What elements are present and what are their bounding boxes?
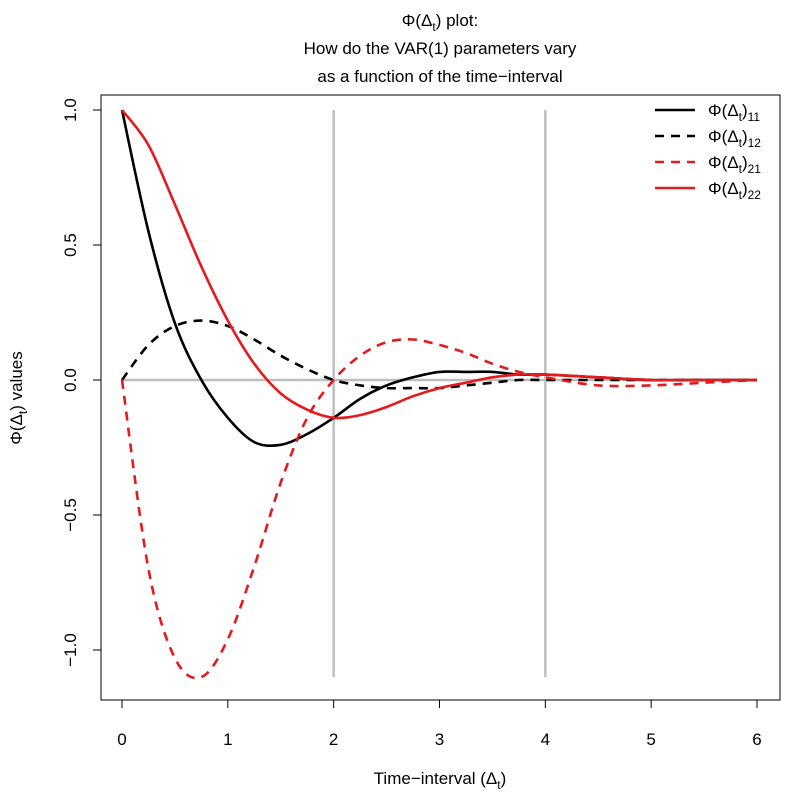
chart-title-line-2: How do the VAR(1) parameters vary (304, 39, 577, 58)
chart-title-line-3: as a function of the time−interval (317, 67, 562, 86)
chart-title-line-1-suffix: ) plot: (436, 11, 479, 30)
x-axis-label-suffix: ) (501, 769, 507, 788)
x-axis: 0 1 2 3 4 5 6 (117, 699, 762, 749)
legend-label-21-prefix: Φ(Δ (708, 153, 739, 172)
y-tick-label: −1.0 (61, 633, 80, 667)
y-axis-label-subscript: t (16, 410, 30, 414)
series-line-11 (120, 109, 757, 448)
chart-title-line-2-prefix: How do the VAR(1) parameters vary (304, 39, 577, 58)
x-tick-label: 1 (223, 730, 232, 749)
series-lines (120, 109, 758, 680)
legend-label-12: Φ(Δt)12 (708, 127, 761, 150)
y-axis-label: Φ(Δt) values (7, 351, 30, 444)
y-tick-label: −0.5 (61, 498, 80, 532)
legend-label-11-prefix: Φ(Δ (708, 101, 739, 120)
legend-label-22-index: 22 (748, 188, 762, 202)
legend-label-12-prefix: Φ(Δ (708, 127, 739, 146)
x-tick-label: 3 (435, 730, 444, 749)
chart-title-line-1-subscript: t (432, 20, 436, 34)
legend-label-22: Φ(Δt)22 (708, 179, 761, 202)
series-line-22 (120, 109, 757, 420)
legend-label-11: Φ(Δt)11 (708, 101, 760, 124)
chart-title: Φ(Δt) plot: How do the VAR(1) parameters … (304, 11, 577, 86)
legend-label-22-prefix: Φ(Δ (708, 179, 739, 198)
legend-label-22-suffix: ) (742, 179, 748, 198)
legend-label-11-index: 11 (748, 110, 761, 124)
plot-area-border (100, 94, 781, 701)
y-tick-label: 0.5 (61, 233, 80, 257)
x-tick-label: 2 (329, 730, 338, 749)
y-axis-label-suffix: ) values (7, 351, 26, 411)
legend-label-12-index: 12 (748, 136, 762, 150)
x-tick-label: 0 (117, 730, 126, 749)
x-tick-label: 5 (646, 730, 655, 749)
legend-label-22-subscript: t (739, 188, 743, 202)
y-tick-label: 0.0 (61, 368, 80, 392)
legend-label-21-subscript: t (739, 162, 743, 176)
y-axis-label-prefix: Φ(Δ (7, 414, 26, 445)
legend-label-11-suffix: ) (742, 101, 748, 120)
chart-title-line-1-prefix: Φ(Δ (402, 11, 433, 30)
legend-label-12-suffix: ) (742, 127, 748, 146)
x-tick-label: 4 (541, 730, 550, 749)
reference-lines (122, 110, 757, 677)
legend-label-21-index: 21 (748, 162, 762, 176)
legend-label-11-subscript: t (739, 110, 743, 124)
chart-title-line-3-prefix: as a function of the time−interval (317, 67, 562, 86)
x-axis-label-prefix: Time−interval (Δ (374, 769, 498, 788)
axis-labels: Time−interval (Δt)Φ(Δt) values (7, 351, 506, 792)
y-axis: −1.0 −0.5 0.0 0.5 1.0 (61, 98, 102, 667)
series-line-12 (120, 319, 757, 390)
legend: Φ(Δt)11Φ(Δt)12Φ(Δt)21Φ(Δt)22 (655, 101, 761, 202)
chart-title-line-1: Φ(Δt) plot: (402, 11, 478, 34)
y-tick-label: 1.0 (61, 98, 80, 122)
legend-label-12-subscript: t (739, 136, 743, 150)
legend-label-21-suffix: ) (742, 153, 748, 172)
x-axis-label: Time−interval (Δt) (374, 769, 507, 792)
x-tick-label: 6 (752, 730, 761, 749)
x-axis-label-subscript: t (497, 778, 501, 792)
series-line-21 (120, 338, 758, 680)
legend-label-21: Φ(Δt)21 (708, 153, 761, 176)
